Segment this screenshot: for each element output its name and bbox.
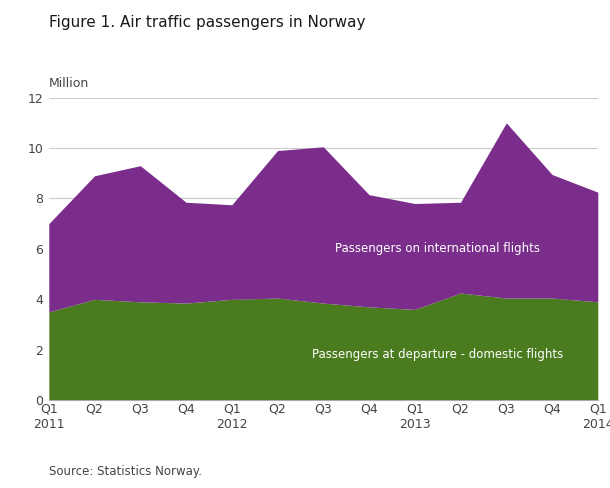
Text: Figure 1. Air traffic passengers in Norway: Figure 1. Air traffic passengers in Norw… (49, 15, 365, 30)
Text: Passengers on international flights: Passengers on international flights (335, 243, 540, 255)
Text: Source: Statistics Norway.: Source: Statistics Norway. (49, 465, 202, 478)
Text: Million: Million (49, 77, 89, 90)
Text: Passengers at departure - domestic flights: Passengers at departure - domestic fligh… (312, 348, 563, 361)
